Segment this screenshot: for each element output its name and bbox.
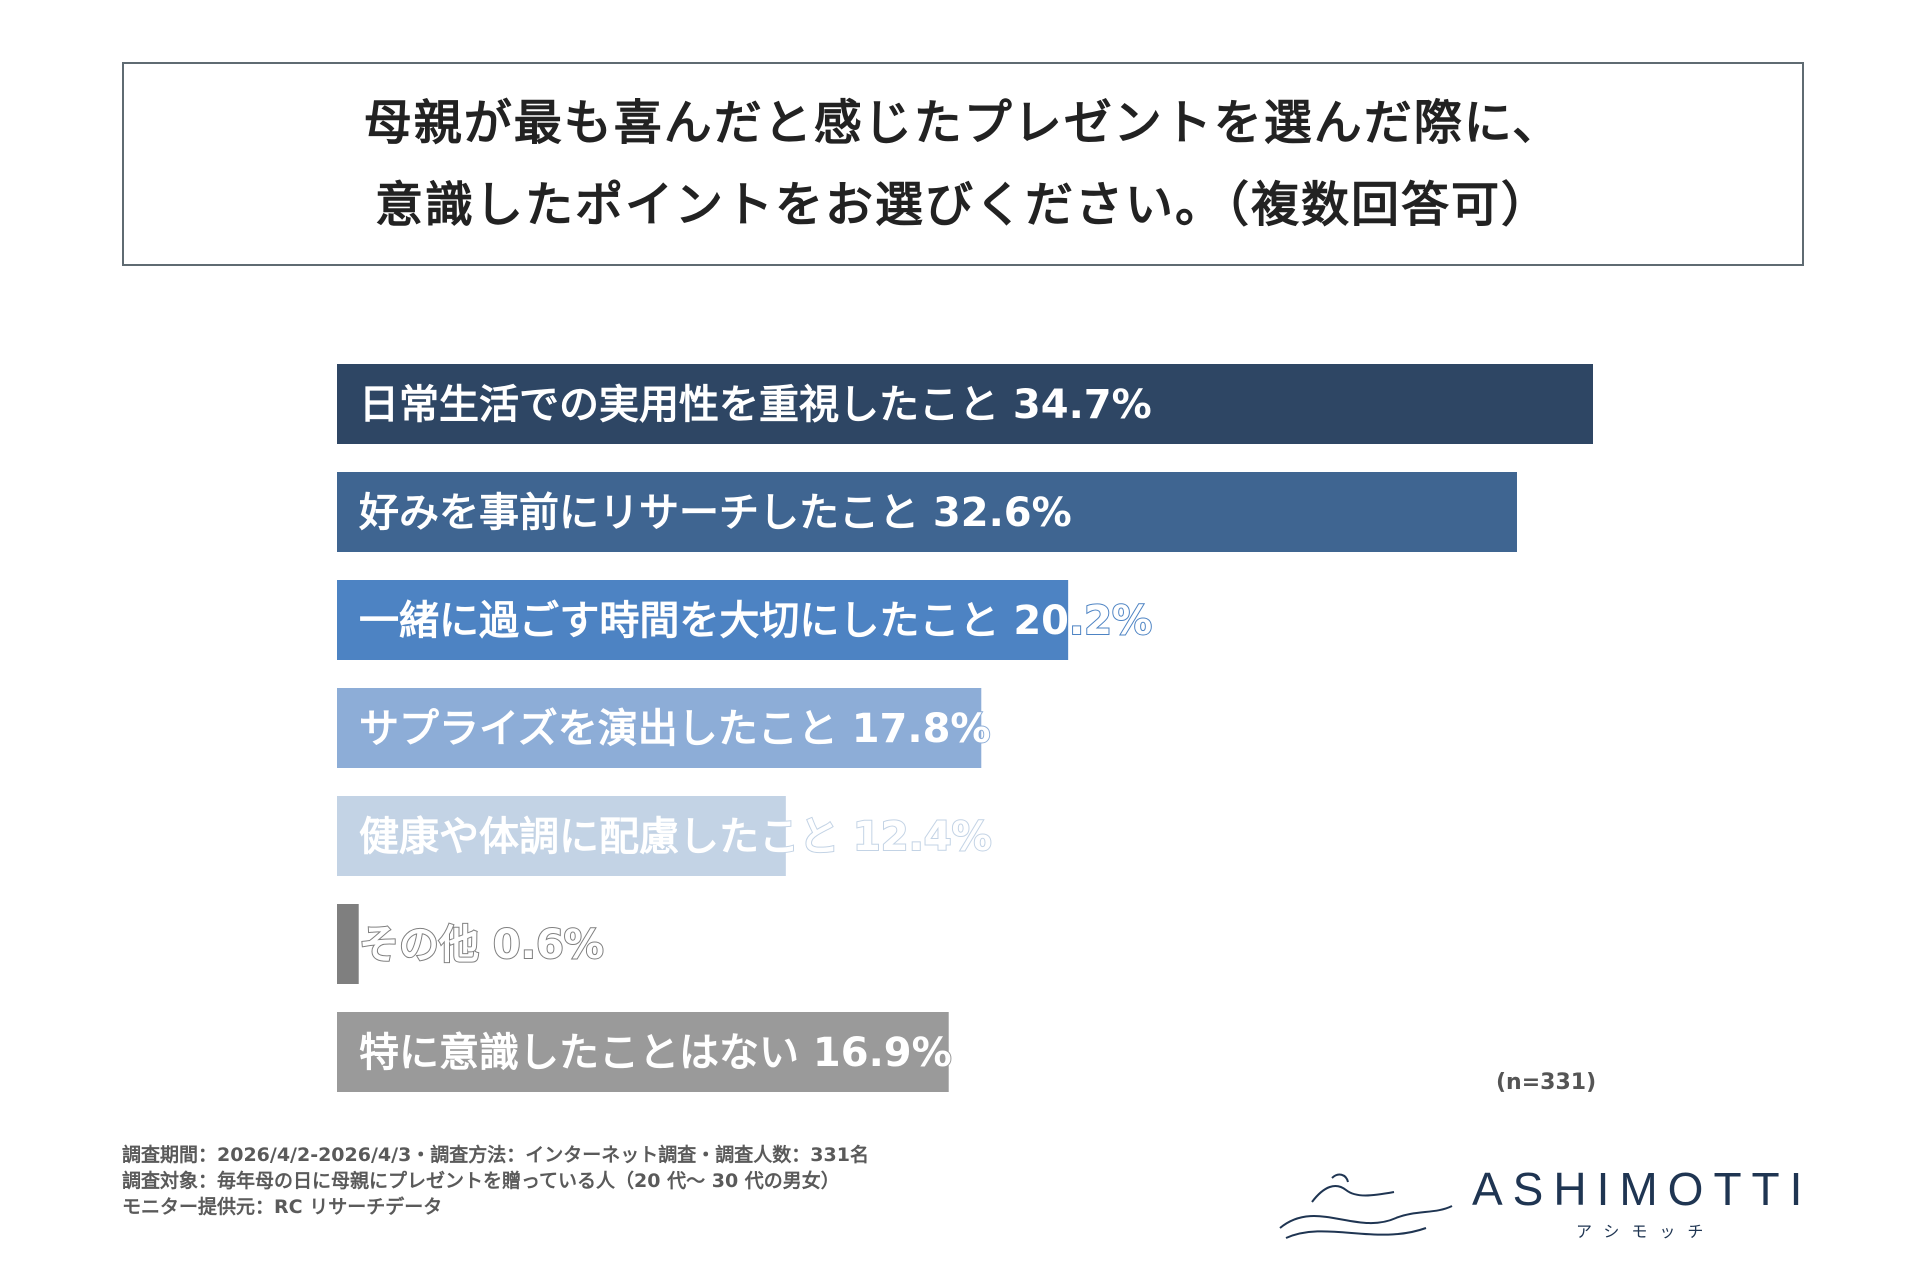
bar-4 [337,796,786,876]
logo-wordmark: ASHIMOTTI [1472,1163,1813,1215]
bar-label-2: 一緒に過ごす時間を大切にしたこと 20.2% [359,598,1152,644]
bar-label-5: その他 0.6% [359,922,604,968]
footnote-source: モニター提供元：RC リサーチデータ [122,1196,443,1218]
ashimotti-logo: ASHIMOTTI アシモッチ [1276,1152,1816,1252]
bar-3 [337,688,982,768]
bar-label-6: 特に意識したことはない 16.9% [359,1030,952,1076]
foot-wave-logo-icon [1279,1173,1453,1239]
bar-label-3: サプライズを演出したこと 17.8% [359,706,991,752]
bar-label-1: 好みを事前にリサーチしたこと 32.6% [358,490,1072,536]
footnote-target: 調査対象：毎年母の日に母親にプレゼントを贈っている人（20 代〜 30 代の男女… [122,1170,840,1192]
footnote-period: 調査期間：2026/4/2-2026/4/3・調査方法：インターネット調査・調査… [122,1144,869,1166]
bar-6 [337,1012,949,1092]
chart-title-line-2: 意識したポイントをお選びください。（複数回答可） [374,177,1551,233]
title-box: 母親が最も喜んだと感じたプレゼントを選んだ際に、 意識したポイントをお選びくださ… [122,62,1804,266]
sample-size-note: (n=331) [1496,1070,1597,1095]
logo-kana: アシモッチ [1576,1222,1716,1241]
bar-2 [337,580,1069,660]
bar-1 [337,472,1517,552]
chart-title-line-1: 母親が最も喜んだと感じたプレゼントを選んだ際に、 [363,95,1563,151]
bar-0 [337,364,1593,444]
bar-label-0: 日常生活での実用性を重視したこと 34.7% [359,382,1152,428]
bar-5 [337,904,359,984]
survey-footnotes: 調査期間：2026/4/2-2026/4/3・調査方法：インターネット調査・調査… [122,1142,869,1220]
bar-label-4: 健康や体調に配慮したこと 12.4% [359,814,992,860]
